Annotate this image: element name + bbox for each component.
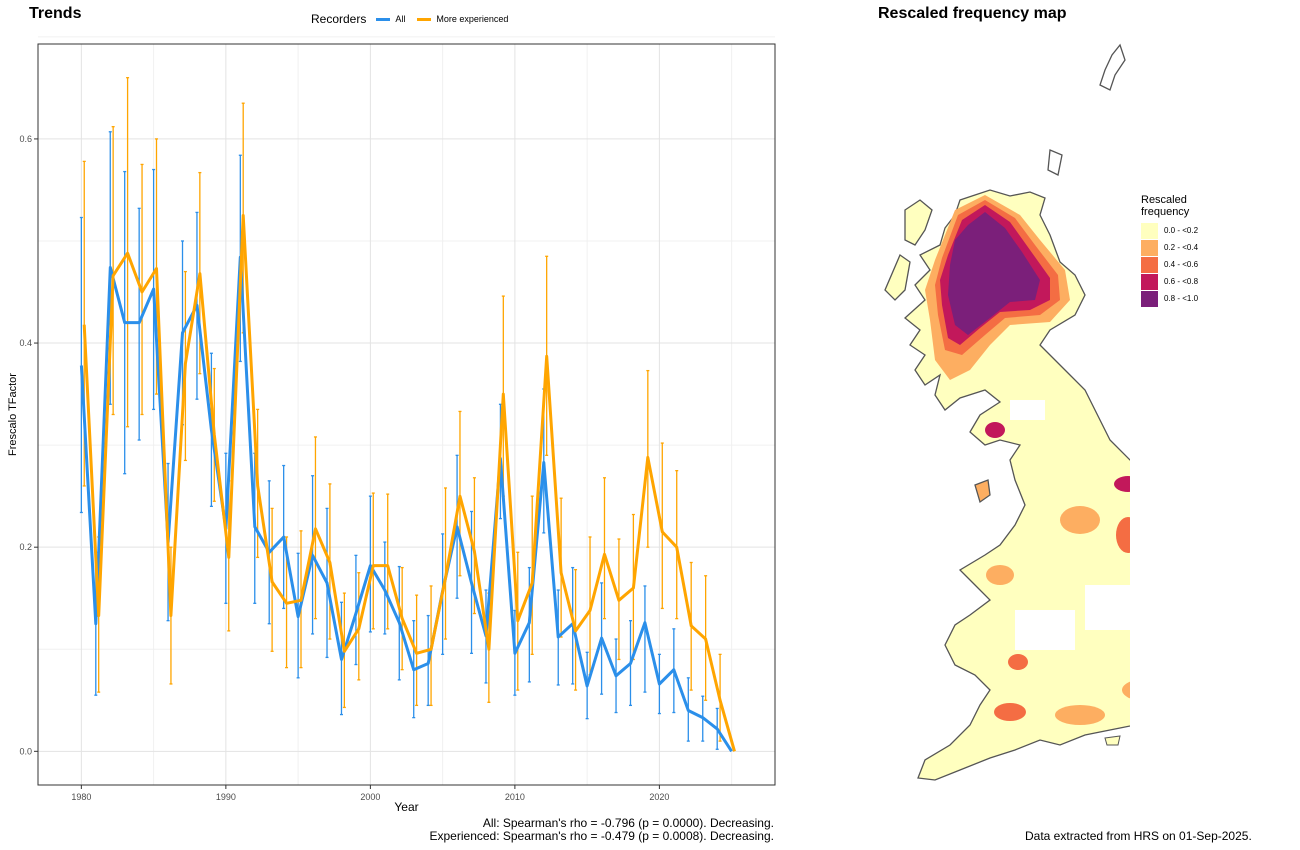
map-legend-row: 0.0 - <0.2 bbox=[1141, 222, 1198, 239]
map-legend-row: 0.4 - <0.6 bbox=[1141, 256, 1198, 273]
swatch-3 bbox=[1141, 273, 1158, 290]
nodata-central-england bbox=[1015, 610, 1075, 650]
x-tick-label: 1990 bbox=[216, 792, 236, 802]
hotspot-northumberland bbox=[1114, 476, 1130, 492]
frequency-map bbox=[884, 43, 1130, 781]
map-legend-label: 0.2 - <0.4 bbox=[1164, 243, 1199, 252]
map-legend-row: 0.8 - <1.0 bbox=[1141, 290, 1198, 307]
swatch-2 bbox=[1141, 256, 1158, 273]
x-tick-label: 2010 bbox=[505, 792, 525, 802]
hotspot-devon bbox=[994, 703, 1026, 721]
series-line-experienced bbox=[82, 214, 736, 752]
map-legend-label: 0.0 - <0.2 bbox=[1164, 226, 1199, 235]
y-axis-title: Frescalo TFactor bbox=[7, 373, 19, 456]
outer-hebrides bbox=[884, 199, 933, 301]
x-tick-label: 1980 bbox=[71, 792, 91, 802]
nodata-midlands bbox=[1085, 585, 1130, 630]
map-legend-label: 0.6 - <0.8 bbox=[1164, 277, 1199, 286]
recorders-legend: Recorders All More experienced bbox=[311, 12, 516, 26]
legend-label-experienced: More experienced bbox=[436, 14, 509, 24]
swatch-4 bbox=[1141, 290, 1158, 307]
x-tick-label: 2020 bbox=[649, 792, 669, 802]
map-legend-title: Rescaled frequency bbox=[1141, 194, 1198, 218]
series-line-all bbox=[79, 255, 733, 753]
hotspot-south-east bbox=[1122, 681, 1130, 699]
map-legend-title-line1: Rescaled bbox=[1141, 194, 1187, 206]
spearman-stats: All: Spearman's rho = -0.796 (p = 0.0000… bbox=[430, 817, 775, 843]
isle-of-man bbox=[974, 479, 991, 504]
y-tick-label: 0.4 bbox=[19, 338, 32, 348]
swatch-0 bbox=[1141, 222, 1158, 239]
hotspot-wales-south bbox=[1008, 654, 1028, 670]
x-axis-title: Year bbox=[394, 800, 418, 814]
map-legend: Rescaled frequency 0.0 - <0.2 0.2 - <0.4… bbox=[1141, 194, 1198, 307]
hotspot-central-scotland bbox=[985, 422, 1005, 438]
data-source-note: Data extracted from HRS on 01-Sep-2025. bbox=[1025, 829, 1252, 843]
y-tick-label: 0.0 bbox=[19, 746, 32, 756]
trend-chart: 1980 1990 2000 2010 2020 0.0 0.2 0.4 0.6 Year Fres… bbox=[7, 36, 776, 814]
orkney-shetland bbox=[1047, 43, 1126, 176]
trends-title: Trends bbox=[29, 5, 82, 22]
legend-label-all: All bbox=[395, 14, 406, 24]
y-tick-label: 0.2 bbox=[19, 542, 32, 552]
map-legend-row: 0.2 - <0.4 bbox=[1141, 239, 1198, 256]
isle-of-wight bbox=[1104, 735, 1121, 746]
nodata-borders bbox=[1010, 400, 1045, 420]
legend-title: Recorders bbox=[311, 12, 367, 26]
legend-key-experienced bbox=[417, 17, 432, 21]
y-tick-label: 0.6 bbox=[19, 134, 32, 144]
map-title: Rescaled frequency map bbox=[878, 5, 1067, 22]
hotspot-pennines bbox=[1060, 506, 1100, 534]
map-legend-row: 0.6 - <0.8 bbox=[1141, 273, 1198, 290]
highland-core bbox=[948, 212, 1040, 335]
legend-key-all bbox=[376, 17, 391, 21]
x-tick-label: 2000 bbox=[360, 792, 380, 802]
swatch-1 bbox=[1141, 239, 1158, 256]
map-legend-label: 0.8 - <1.0 bbox=[1164, 294, 1199, 303]
hotspot-yorkshire bbox=[1116, 517, 1130, 553]
plot-border bbox=[37, 43, 776, 786]
hotspot-south-coast bbox=[1055, 705, 1105, 725]
stats-line-experienced: Experienced: Spearman's rho = -0.479 (p … bbox=[429, 829, 775, 843]
map-legend-label: 0.4 - <0.6 bbox=[1164, 260, 1199, 269]
hotspot-wales-north bbox=[986, 565, 1014, 585]
stats-line-all: All: Spearman's rho = -0.796 (p = 0.0000… bbox=[482, 816, 774, 830]
map-legend-title-line2: frequency bbox=[1141, 206, 1190, 218]
